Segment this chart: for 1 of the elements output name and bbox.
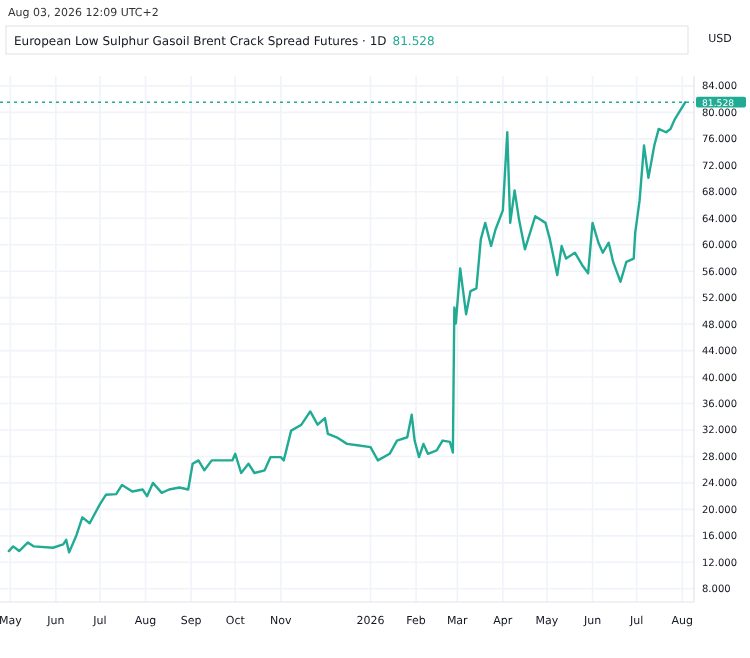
- line-series: [7, 101, 687, 554]
